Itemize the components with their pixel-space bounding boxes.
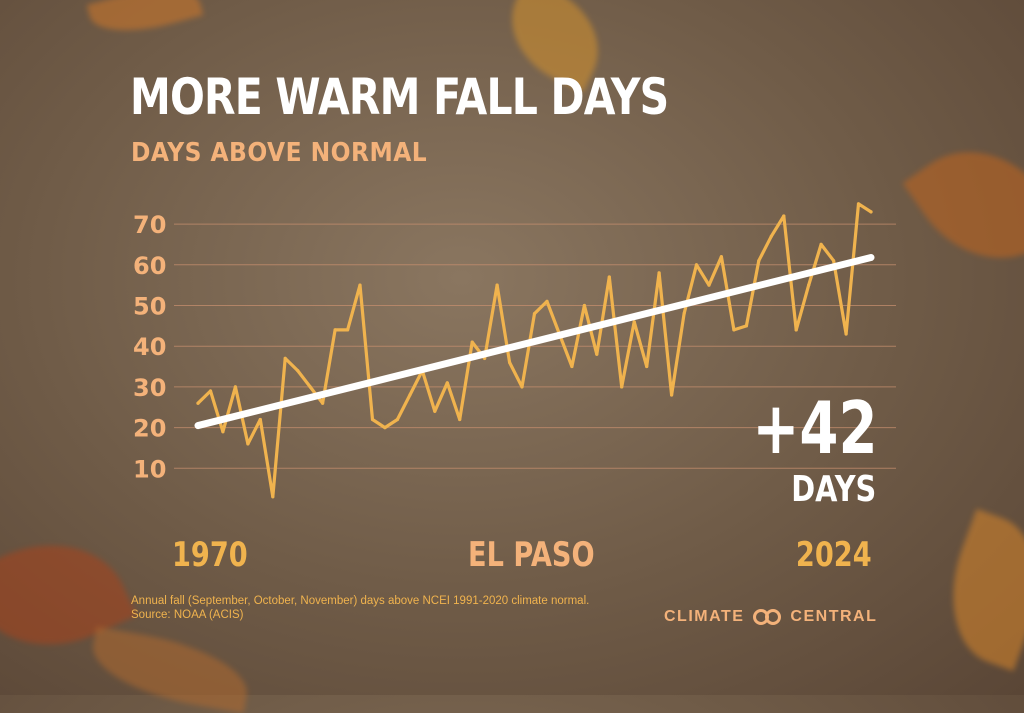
data-point (532, 312, 537, 316)
brand-logo: CLIMATE CENTRAL (664, 608, 877, 626)
data-point (632, 320, 636, 324)
brand-name-left: CLIMATE (664, 608, 745, 625)
data-point (782, 214, 786, 218)
data-point (670, 393, 674, 397)
data-point (694, 263, 699, 267)
data-point (196, 401, 200, 405)
data-point (807, 283, 811, 287)
data-point (769, 234, 773, 238)
data-point (832, 259, 836, 263)
y-tick-label: 20 (133, 415, 166, 443)
data-point (645, 364, 649, 369)
data-point (707, 283, 711, 287)
data-point (657, 271, 661, 275)
data-point (208, 389, 213, 393)
data-point (682, 312, 686, 316)
x-axis-end-label: 2024 (796, 535, 872, 575)
data-point (445, 381, 449, 385)
data-point (408, 393, 412, 397)
data-point (333, 328, 337, 332)
data-point (321, 401, 325, 405)
data-point (271, 495, 275, 499)
footnote-description: Annual fall (September, October, Novembe… (131, 595, 590, 607)
data-point (582, 303, 587, 308)
data-point (470, 340, 474, 344)
data-point (495, 283, 499, 287)
footnote-source: Source: NOAA (ACIS) (131, 609, 244, 621)
data-point (545, 299, 549, 303)
data-point (719, 255, 724, 259)
location-label: EL PASO (468, 535, 595, 575)
data-point (221, 430, 225, 434)
brand-name-right: CENTRAL (790, 608, 878, 625)
data-point (458, 417, 462, 422)
chart-title: MORE WARM FALL DAYS (130, 68, 669, 126)
data-point (383, 426, 387, 430)
chart-subtitle: DAYS ABOVE NORMAL (131, 138, 428, 168)
data-point (520, 385, 524, 389)
data-point (296, 369, 300, 373)
data-point (246, 442, 250, 446)
data-point (794, 328, 798, 332)
data-point (607, 275, 611, 279)
y-tick-label: 70 (133, 211, 166, 239)
linked-circles-logo-icon (753, 609, 782, 625)
data-point (233, 385, 237, 389)
data-point (395, 417, 399, 422)
y-tick-label: 40 (133, 333, 166, 361)
data-point (732, 328, 736, 332)
data-point (370, 417, 375, 422)
y-tick-label: 30 (133, 374, 166, 402)
trend-line (194, 253, 875, 430)
data-point (508, 360, 512, 365)
data-point (258, 417, 262, 422)
data-point (757, 259, 761, 263)
data-point (346, 328, 350, 332)
data-point (595, 352, 599, 356)
data-point (433, 409, 437, 413)
data-point (620, 385, 624, 389)
x-axis-start-label: 1970 (172, 535, 248, 575)
data-point (744, 324, 749, 328)
y-tick-label: 10 (133, 455, 166, 483)
data-point (856, 202, 861, 206)
data-point (308, 385, 312, 389)
data-point (844, 332, 848, 336)
change-unit: DAYS (790, 469, 876, 510)
line-chart: 10 20 30 40 50 60 70 (133, 202, 896, 499)
data-point (358, 283, 362, 287)
y-tick-label: 60 (133, 252, 166, 280)
change-value: +42 (752, 386, 878, 470)
data-point (283, 356, 287, 360)
footnote: Annual fall (September, October, Novembe… (131, 594, 589, 622)
data-point (819, 242, 823, 246)
data-point (570, 364, 574, 369)
y-tick-label: 50 (133, 293, 166, 321)
data-point (869, 210, 873, 214)
